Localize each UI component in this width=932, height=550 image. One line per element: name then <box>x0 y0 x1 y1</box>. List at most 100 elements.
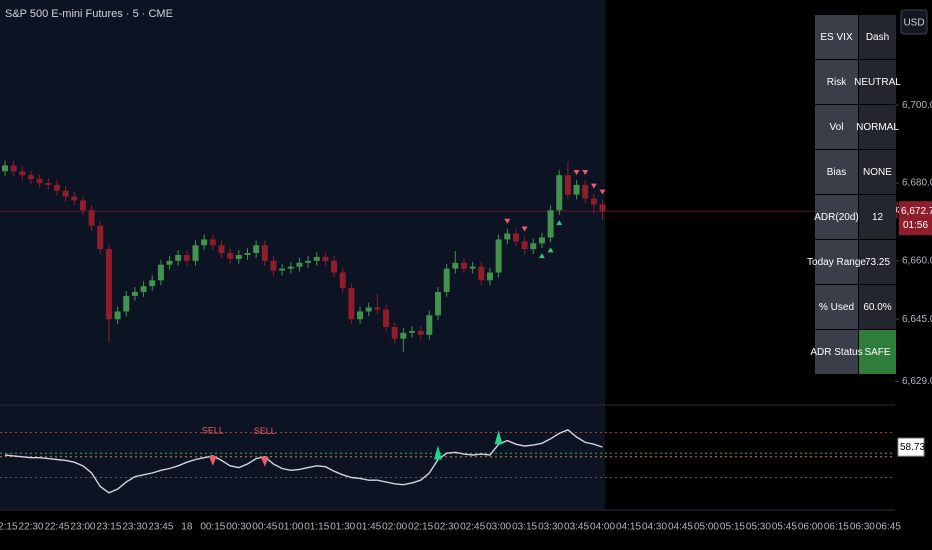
candle-body <box>253 245 260 254</box>
table-key: ES VIX <box>820 32 853 43</box>
x-tick-label: 00:15 <box>200 522 225 533</box>
candle-body <box>443 268 450 292</box>
y-tick-label: 6,680.00 <box>902 178 932 189</box>
x-tick-label: 01:30 <box>330 522 355 533</box>
table-key-cell <box>815 15 858 59</box>
candle-body <box>27 175 34 180</box>
candle-body <box>62 190 69 197</box>
candle-body <box>166 260 173 265</box>
x-tick-label: 23:45 <box>148 522 173 533</box>
y-tick-label: 6,645.00 <box>902 314 932 325</box>
sell-signal <box>521 226 528 232</box>
sell-signal <box>582 170 589 176</box>
x-tick-label: 22:45 <box>44 522 69 533</box>
x-tick-label: 05:45 <box>772 522 797 533</box>
table-key: ADR Status <box>810 347 862 358</box>
y-tick-label: 6,629.00 <box>902 376 932 387</box>
candle-body <box>426 315 433 335</box>
x-tick-label: 06:30 <box>850 522 875 533</box>
candle-body <box>97 225 104 250</box>
candle-body <box>235 254 242 259</box>
candle-body <box>599 204 606 212</box>
x-tick-label: 02:15 <box>408 522 433 533</box>
buy-signal <box>538 253 545 259</box>
candle-body <box>512 233 519 242</box>
table-key-cell <box>815 150 858 194</box>
oscillator-value-badge <box>897 437 925 457</box>
candle-body <box>105 249 112 320</box>
candle-body <box>573 184 580 195</box>
candle-body <box>486 272 493 281</box>
table-value: 73.25 <box>865 257 890 268</box>
candle-body <box>19 171 26 176</box>
x-tick-label: 00:30 <box>226 522 251 533</box>
oscillator-buy-signal <box>434 445 442 460</box>
x-tick-label: 04:15 <box>616 522 641 533</box>
table-key-cell <box>815 195 858 239</box>
currency-button[interactable] <box>900 9 928 35</box>
table-key-cell <box>815 105 858 149</box>
x-tick-label: 06:00 <box>798 522 823 533</box>
table-key-cell <box>815 330 858 374</box>
x-tick-label: 02:30 <box>434 522 459 533</box>
candle-body <box>400 332 407 339</box>
candle-body <box>469 266 476 269</box>
chart-title: S&P 500 E-mini Futures · 5 · CME <box>5 8 173 20</box>
x-tick-label: 03:30 <box>538 522 563 533</box>
candle-body <box>452 262 459 269</box>
x-tick-label: 23:00 <box>70 522 95 533</box>
table-value-cell <box>859 285 896 329</box>
table-value-cell <box>859 60 896 104</box>
candle-body <box>391 327 398 339</box>
candle-body <box>192 245 199 261</box>
x-tick-label: 02:45 <box>460 522 485 533</box>
candle-body <box>2 165 8 172</box>
oscillator-value-label: 58.73 <box>900 442 925 453</box>
y-tick-label: 6,660.00 <box>902 255 932 266</box>
candle-body <box>383 309 390 328</box>
candle-body <box>296 262 303 267</box>
oscillator-sell-label: SELL <box>202 425 224 435</box>
candle-body <box>348 288 355 320</box>
candle-body <box>365 307 372 312</box>
oscillator-sell-signal <box>260 456 269 467</box>
currency-label[interactable]: USD <box>903 18 924 29</box>
candle-body <box>357 311 364 320</box>
candle-body <box>201 239 208 246</box>
candle-body <box>556 175 563 211</box>
candle-body <box>183 254 190 261</box>
x-tick-label: 00:45 <box>252 522 277 533</box>
x-tick-label: 01:15 <box>304 522 329 533</box>
table-value-cell <box>859 195 896 239</box>
candle-body <box>478 266 485 281</box>
oscillator-buy-signal <box>494 430 503 445</box>
oscillator-sell-label: SELL <box>254 426 276 436</box>
table-key: Vol <box>830 122 844 133</box>
last-price-label: 6,672.75 <box>901 206 932 217</box>
candle-body <box>305 260 312 263</box>
x-tick-label: 04:00 <box>590 522 615 533</box>
table-value: 60.0% <box>863 302 891 313</box>
candle-body <box>547 210 554 238</box>
candle-body <box>521 241 528 250</box>
x-tick-label: 02:00 <box>382 522 407 533</box>
candle-body <box>287 266 294 269</box>
candle-body <box>331 260 338 273</box>
candle-body <box>339 272 346 289</box>
candle-body <box>590 198 597 205</box>
y-tick-label: 6,700.00 <box>902 100 932 111</box>
table-value-cell <box>859 15 896 59</box>
candle-body <box>564 175 571 195</box>
candle-body <box>88 210 95 226</box>
candle-body <box>79 200 86 211</box>
session-background <box>0 0 605 510</box>
candle-body <box>504 233 511 240</box>
x-tick-label: 23:30 <box>122 522 147 533</box>
candle-body <box>417 330 424 335</box>
candle-body <box>131 291 138 296</box>
table-key: ADR(20d) <box>814 212 858 223</box>
table-key-cell <box>815 60 858 104</box>
table-key-cell <box>815 285 858 329</box>
candle-body <box>582 184 589 199</box>
